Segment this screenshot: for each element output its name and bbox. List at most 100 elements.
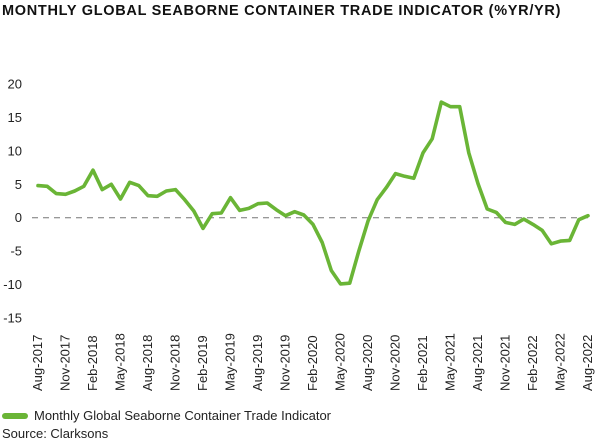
data-point — [476, 182, 480, 185]
x-tick-label: Nov-2018 — [168, 335, 183, 391]
data-point — [559, 239, 562, 243]
y-tick-label: -5 — [10, 244, 22, 259]
data-point — [256, 202, 260, 205]
plot-area — [32, 100, 590, 286]
data-point — [275, 208, 278, 211]
data-point — [385, 186, 388, 189]
x-tick-label: Aug-2019 — [250, 335, 265, 391]
data-point — [485, 207, 489, 211]
x-tick-label: May-2018 — [113, 333, 128, 391]
data-point — [137, 184, 141, 187]
x-tick-label: Nov-2019 — [278, 335, 293, 391]
y-tick-label: 0 — [15, 210, 22, 225]
data-point — [375, 198, 379, 201]
data-point — [504, 221, 507, 224]
data-point — [540, 229, 544, 232]
data-point — [586, 214, 590, 217]
data-point — [220, 211, 223, 215]
data-point — [339, 282, 342, 286]
data-point — [247, 207, 251, 210]
legend-swatch — [2, 412, 28, 419]
x-tick-label: Nov-2021 — [498, 335, 513, 391]
y-axis: 20 15 10 5 0 -5 -10 -15 — [3, 77, 22, 326]
data-point — [128, 181, 131, 184]
x-tick-label: Aug-2020 — [360, 335, 375, 391]
data-point — [330, 269, 333, 272]
x-tick-label: Feb-2022 — [525, 335, 540, 391]
x-tick-label: Aug-2021 — [470, 335, 485, 391]
data-point — [146, 194, 150, 197]
chart-title: MONTHLY GLOBAL SEABORNE CONTAINER TRADE … — [2, 3, 562, 19]
data-point — [119, 197, 122, 201]
data-point — [366, 219, 370, 223]
data-point — [522, 217, 526, 221]
x-tick-label: May-2020 — [333, 333, 348, 391]
x-tick-label: May-2022 — [553, 333, 568, 391]
data-point — [348, 282, 351, 285]
data-point — [45, 185, 49, 188]
x-tick-label: Feb-2018 — [85, 335, 100, 391]
x-tick-label: May-2021 — [443, 333, 458, 391]
legend: Monthly Global Seaborne Container Trade … — [2, 408, 331, 423]
data-point — [91, 169, 95, 172]
data-point — [403, 175, 406, 178]
data-point — [550, 242, 553, 245]
data-point — [394, 172, 397, 175]
x-axis: Aug-2017 Nov-2017 Feb-2018 May-2018 Aug-2018… — [30, 333, 595, 391]
data-point — [174, 188, 177, 191]
data-point — [210, 212, 214, 215]
y-tick-label: -10 — [3, 277, 22, 292]
data-point — [302, 213, 306, 217]
data-point — [440, 100, 443, 104]
y-tick-label: 20 — [8, 77, 22, 92]
data-point — [513, 223, 516, 226]
data-point — [201, 227, 205, 230]
y-tick-label: 5 — [15, 177, 22, 192]
data-point — [449, 105, 452, 108]
data-point — [73, 189, 76, 193]
x-tick-label: Aug-2018 — [140, 335, 155, 391]
data-point — [55, 192, 58, 195]
x-tick-label: Aug-2017 — [30, 335, 45, 391]
data-point — [467, 151, 471, 155]
data-point — [430, 137, 434, 141]
data-point — [155, 195, 159, 198]
data-point — [577, 218, 581, 221]
data-point — [311, 223, 315, 226]
y-tick-label: 10 — [8, 143, 22, 158]
line-chart: 20 15 10 5 0 -5 -10 -15 Aug-2017 Nov-2017 Feb-201… — [3, 77, 595, 392]
x-tick-label: Nov-2017 — [58, 335, 73, 391]
data-point — [64, 193, 67, 196]
data-point — [229, 196, 232, 199]
x-tick-label: Feb-2019 — [195, 335, 210, 391]
data-point — [265, 201, 269, 205]
data-point — [293, 210, 296, 213]
x-tick-label: Feb-2021 — [415, 335, 430, 391]
x-tick-label: Feb-2020 — [305, 335, 320, 391]
data-point — [192, 209, 196, 213]
data-point — [238, 209, 241, 212]
data-point — [531, 223, 535, 226]
y-tick-label: 15 — [8, 110, 22, 125]
data-point — [284, 214, 287, 217]
x-tick-label: May-2019 — [223, 333, 238, 391]
data-point — [165, 189, 168, 193]
data-point — [458, 105, 461, 108]
data-point — [421, 151, 425, 155]
y-tick-label: -15 — [3, 311, 22, 326]
data-point — [495, 211, 498, 214]
data-point — [568, 239, 571, 242]
data-point — [357, 249, 361, 253]
x-tick-label: Aug-2022 — [580, 335, 595, 391]
data-point — [320, 241, 324, 244]
data-point — [110, 183, 113, 186]
data-point — [183, 198, 186, 201]
data-point — [82, 185, 86, 188]
legend-label: Monthly Global Seaborne Container Trade … — [34, 408, 332, 423]
data-point — [100, 188, 104, 191]
x-tick-label: Nov-2020 — [388, 335, 403, 391]
data-point — [412, 177, 416, 180]
series-line-container-trade-indicator — [36, 100, 590, 286]
data-point — [36, 184, 40, 187]
source-note: Source: Clarksons — [2, 426, 109, 441]
